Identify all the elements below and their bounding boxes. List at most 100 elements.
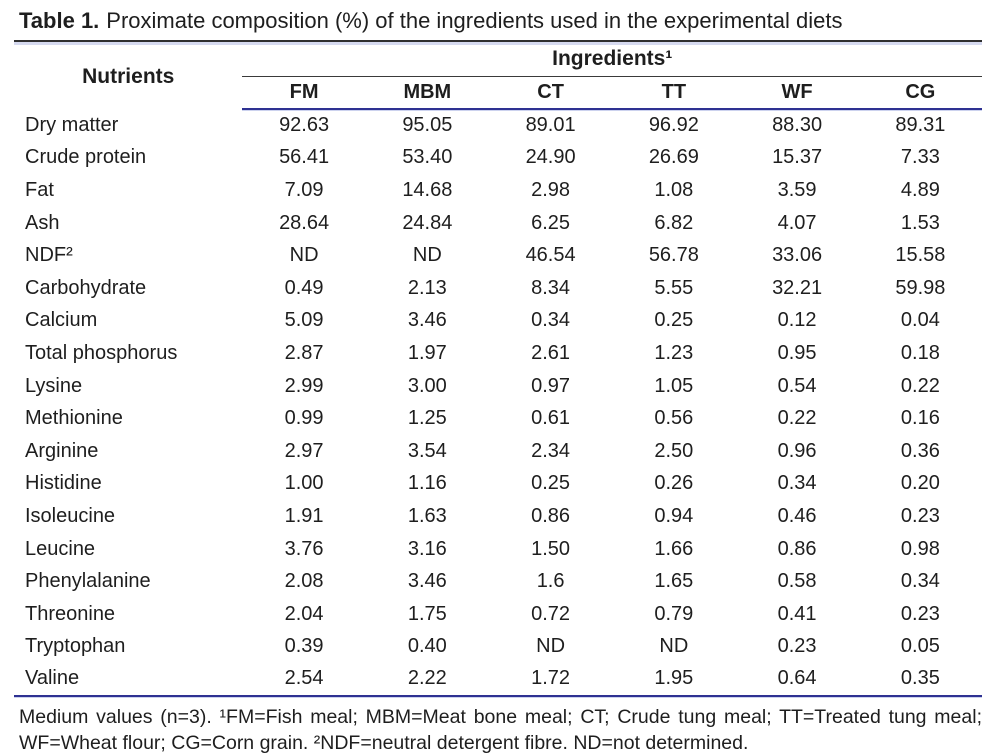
value-cell: 1.6	[536, 570, 565, 593]
value-cell: 3.46	[407, 570, 447, 593]
value-cell: 0.23	[777, 635, 817, 658]
nutrient-name-cell: Dry matter	[25, 113, 119, 136]
value-cell: 0.34	[777, 472, 817, 495]
value-cell: 0.16	[900, 407, 940, 430]
table-footnote: Medium values (n=3). ¹FM=Fish meal; MBM=…	[19, 705, 982, 754]
value-cell: 1.95	[612, 663, 736, 697]
value-cell: 2.54	[242, 663, 366, 697]
value-cell: 26.69	[648, 146, 699, 169]
value-cell: 0.94	[654, 504, 694, 527]
value-cell: 89.31	[895, 114, 946, 137]
value-cell: 0.54	[777, 374, 817, 397]
value-cell: 33.06	[772, 244, 823, 267]
nutrient-name-cell: Valine	[14, 663, 243, 697]
value-cell: 1.66	[654, 537, 694, 560]
value-cell: 0.64	[735, 663, 859, 697]
value-cell: 14.68	[402, 178, 453, 201]
value-cell: 3.46	[407, 309, 447, 332]
nutrient-name-cell: Phenylalanine	[25, 570, 151, 593]
value-cell: ND	[289, 244, 319, 267]
nutrient-name-cell: Crude protein	[25, 146, 147, 169]
nutrient-name-cell: Fat	[25, 178, 54, 201]
table-row: Fat 7.09 14.68 2.98 1.08 3.59 4.89	[14, 174, 982, 207]
table-row: Isoleucine 1.91 1.63 0.86 0.94 0.46 0.23	[14, 500, 982, 533]
value-cell: 0.49	[284, 276, 324, 299]
nutrient-name-cell: Calcium	[25, 309, 98, 332]
proximate-composition-table: Nutrients Ingredients¹ FM MBM CT TT WF C…	[14, 45, 982, 697]
nutrient-name-cell: Lysine	[25, 374, 83, 397]
column-header-cg: CG	[858, 76, 982, 110]
table-row: Ash 28.64 24.84 6.25 6.82 4.07 1.53	[14, 207, 982, 240]
table-row: Histidine 1.00 1.16 0.25 0.26 0.34 0.20	[14, 468, 982, 501]
value-cell: 0.22	[900, 374, 940, 397]
value-cell: 1.25	[407, 407, 447, 430]
nutrient-name-cell: Arginine	[25, 439, 99, 462]
nutrient-name-cell: Histidine	[25, 472, 102, 495]
value-cell: 24.84	[402, 211, 453, 234]
column-header-ct: CT	[488, 76, 613, 110]
value-cell: 0.79	[654, 602, 694, 625]
table-row: Methionine 0.99 1.25 0.61 0.56 0.22 0.16	[14, 402, 982, 435]
value-cell: 1.72	[488, 663, 613, 697]
value-cell: 0.96	[777, 439, 817, 462]
table-row: Valine 2.54 2.22 1.72 1.95 0.64 0.35	[14, 663, 982, 697]
value-cell: 1.53	[900, 211, 940, 234]
value-cell: 1.63	[407, 504, 447, 527]
value-cell: 0.12	[777, 309, 817, 332]
value-cell: 7.33	[900, 146, 940, 169]
table-row: Total phosphorus 2.87 1.97 2.61 1.23 0.95 0.18	[14, 337, 982, 370]
value-cell: 4.07	[777, 211, 817, 234]
value-cell: 0.22	[777, 407, 817, 430]
value-cell: 2.98	[531, 178, 571, 201]
value-cell: 0.95	[777, 341, 817, 364]
value-cell: 1.23	[654, 341, 694, 364]
nutrient-name-cell: Total phosphorus	[25, 341, 178, 364]
value-cell: 2.61	[531, 341, 571, 364]
value-cell: 0.36	[900, 439, 940, 462]
nutrient-name-cell: Leucine	[25, 537, 96, 560]
nutrient-name-cell: NDF²	[25, 244, 73, 267]
value-cell: 96.92	[648, 114, 699, 137]
value-cell: 0.72	[531, 602, 571, 625]
value-cell: 0.41	[777, 602, 817, 625]
value-cell: 1.05	[654, 374, 694, 397]
value-cell: 0.99	[284, 407, 324, 430]
column-header-wf: WF	[735, 76, 859, 110]
value-cell: 6.25	[531, 211, 571, 234]
nutrient-name-cell: Methionine	[25, 407, 123, 430]
table-row: Crude protein 56.41 53.40 24.90 26.69 15.37 7.…	[14, 142, 982, 175]
value-cell: 0.61	[531, 407, 571, 430]
value-cell: 3.54	[407, 439, 447, 462]
value-cell: 15.37	[772, 146, 823, 169]
value-cell: 8.34	[531, 276, 571, 299]
value-cell: 0.26	[654, 472, 694, 495]
value-cell: 2.04	[284, 602, 324, 625]
value-cell: 0.39	[284, 635, 324, 658]
value-cell: 15.58	[895, 244, 946, 267]
value-cell: 24.90	[525, 146, 576, 169]
value-cell: 1.50	[531, 537, 571, 560]
value-cell: 1.91	[284, 504, 324, 527]
value-cell: 2.50	[654, 439, 694, 462]
nutrient-name-cell: Threonine	[25, 602, 116, 625]
value-cell: 1.75	[407, 602, 447, 625]
value-cell: 2.97	[284, 439, 324, 462]
value-cell: 1.08	[654, 178, 694, 201]
table-caption: Table 1. Proximate composition (%) of the…	[14, 5, 982, 42]
value-cell: 0.18	[900, 341, 940, 364]
value-cell: 0.34	[531, 309, 571, 332]
value-cell: 56.41	[279, 146, 330, 169]
value-cell: 89.01	[525, 114, 576, 137]
value-cell: 0.58	[777, 570, 817, 593]
nutrient-name-cell: Isoleucine	[25, 504, 116, 527]
column-header-tt: TT	[612, 76, 736, 110]
value-cell: 46.54	[525, 244, 576, 267]
value-cell: 6.82	[654, 211, 694, 234]
value-cell: 3.00	[407, 374, 447, 397]
value-cell: 0.98	[900, 537, 940, 560]
value-cell: 0.05	[900, 635, 940, 658]
value-cell: 2.99	[284, 374, 324, 397]
value-cell: 0.56	[654, 407, 694, 430]
value-cell: 0.97	[531, 374, 571, 397]
value-cell: ND	[412, 244, 442, 267]
